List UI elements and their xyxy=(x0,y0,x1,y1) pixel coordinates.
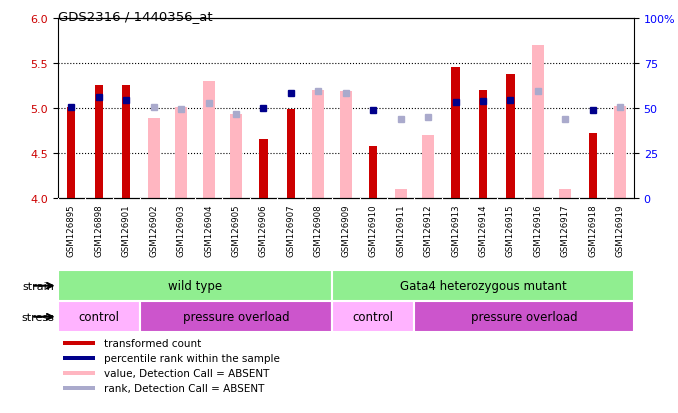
Bar xyxy=(589,133,597,198)
Bar xyxy=(313,90,324,198)
Bar xyxy=(422,135,434,198)
Text: GSM126909: GSM126909 xyxy=(341,204,351,256)
Bar xyxy=(369,147,378,198)
Bar xyxy=(203,81,215,198)
Text: GSM126918: GSM126918 xyxy=(589,204,597,256)
Text: GSM126907: GSM126907 xyxy=(286,204,296,256)
Text: GSM126912: GSM126912 xyxy=(424,204,433,256)
Text: GSM126895: GSM126895 xyxy=(67,204,76,256)
Text: GSM126913: GSM126913 xyxy=(451,204,460,256)
Bar xyxy=(140,301,332,332)
Text: GSM126919: GSM126919 xyxy=(616,204,624,256)
Bar xyxy=(64,342,95,345)
Bar xyxy=(175,107,187,198)
Text: strain: strain xyxy=(22,281,54,291)
Bar xyxy=(479,90,487,198)
Text: GSM126898: GSM126898 xyxy=(94,204,103,256)
Text: GSM126902: GSM126902 xyxy=(149,204,158,256)
Text: control: control xyxy=(353,311,394,323)
Bar xyxy=(287,109,295,198)
Bar xyxy=(559,189,572,198)
Text: GSM126915: GSM126915 xyxy=(506,204,515,256)
Text: control: control xyxy=(78,311,119,323)
Text: GSM126911: GSM126911 xyxy=(396,204,405,256)
Bar xyxy=(506,75,515,198)
Text: GSM126903: GSM126903 xyxy=(177,204,186,256)
Bar xyxy=(64,372,95,375)
Bar xyxy=(64,387,95,390)
Bar xyxy=(122,86,130,198)
Text: pressure overload: pressure overload xyxy=(471,311,578,323)
Bar xyxy=(95,86,103,198)
Text: GSM126906: GSM126906 xyxy=(259,204,268,256)
Bar xyxy=(148,119,160,198)
Bar xyxy=(64,356,95,360)
Text: GSM126908: GSM126908 xyxy=(314,204,323,256)
Bar xyxy=(452,68,460,198)
Bar xyxy=(58,301,140,332)
Text: GSM126914: GSM126914 xyxy=(479,204,487,256)
Text: GSM126917: GSM126917 xyxy=(561,204,570,256)
Bar xyxy=(67,107,75,198)
Text: GDS2316 / 1440356_at: GDS2316 / 1440356_at xyxy=(58,10,212,23)
Bar xyxy=(230,115,242,198)
Bar xyxy=(614,107,626,198)
Text: value, Detection Call = ABSENT: value, Detection Call = ABSENT xyxy=(104,368,269,378)
Bar xyxy=(259,140,268,198)
Bar xyxy=(332,271,634,301)
Bar xyxy=(532,45,544,198)
Text: Gata4 heterozygous mutant: Gata4 heterozygous mutant xyxy=(399,280,566,292)
Text: GSM126905: GSM126905 xyxy=(231,204,241,256)
Text: GSM126916: GSM126916 xyxy=(534,204,542,256)
Text: rank, Detection Call = ABSENT: rank, Detection Call = ABSENT xyxy=(104,383,264,393)
Text: GSM126904: GSM126904 xyxy=(204,204,213,256)
Bar xyxy=(332,301,414,332)
Bar xyxy=(340,92,352,198)
Text: GSM126901: GSM126901 xyxy=(122,204,131,256)
Bar xyxy=(58,271,332,301)
Bar xyxy=(395,189,407,198)
Text: GSM126910: GSM126910 xyxy=(369,204,378,256)
Text: wild type: wild type xyxy=(167,280,222,292)
Text: pressure overload: pressure overload xyxy=(182,311,290,323)
Bar xyxy=(414,301,634,332)
Text: percentile rank within the sample: percentile rank within the sample xyxy=(104,353,279,363)
Text: stress: stress xyxy=(22,312,54,322)
Text: transformed count: transformed count xyxy=(104,338,201,348)
